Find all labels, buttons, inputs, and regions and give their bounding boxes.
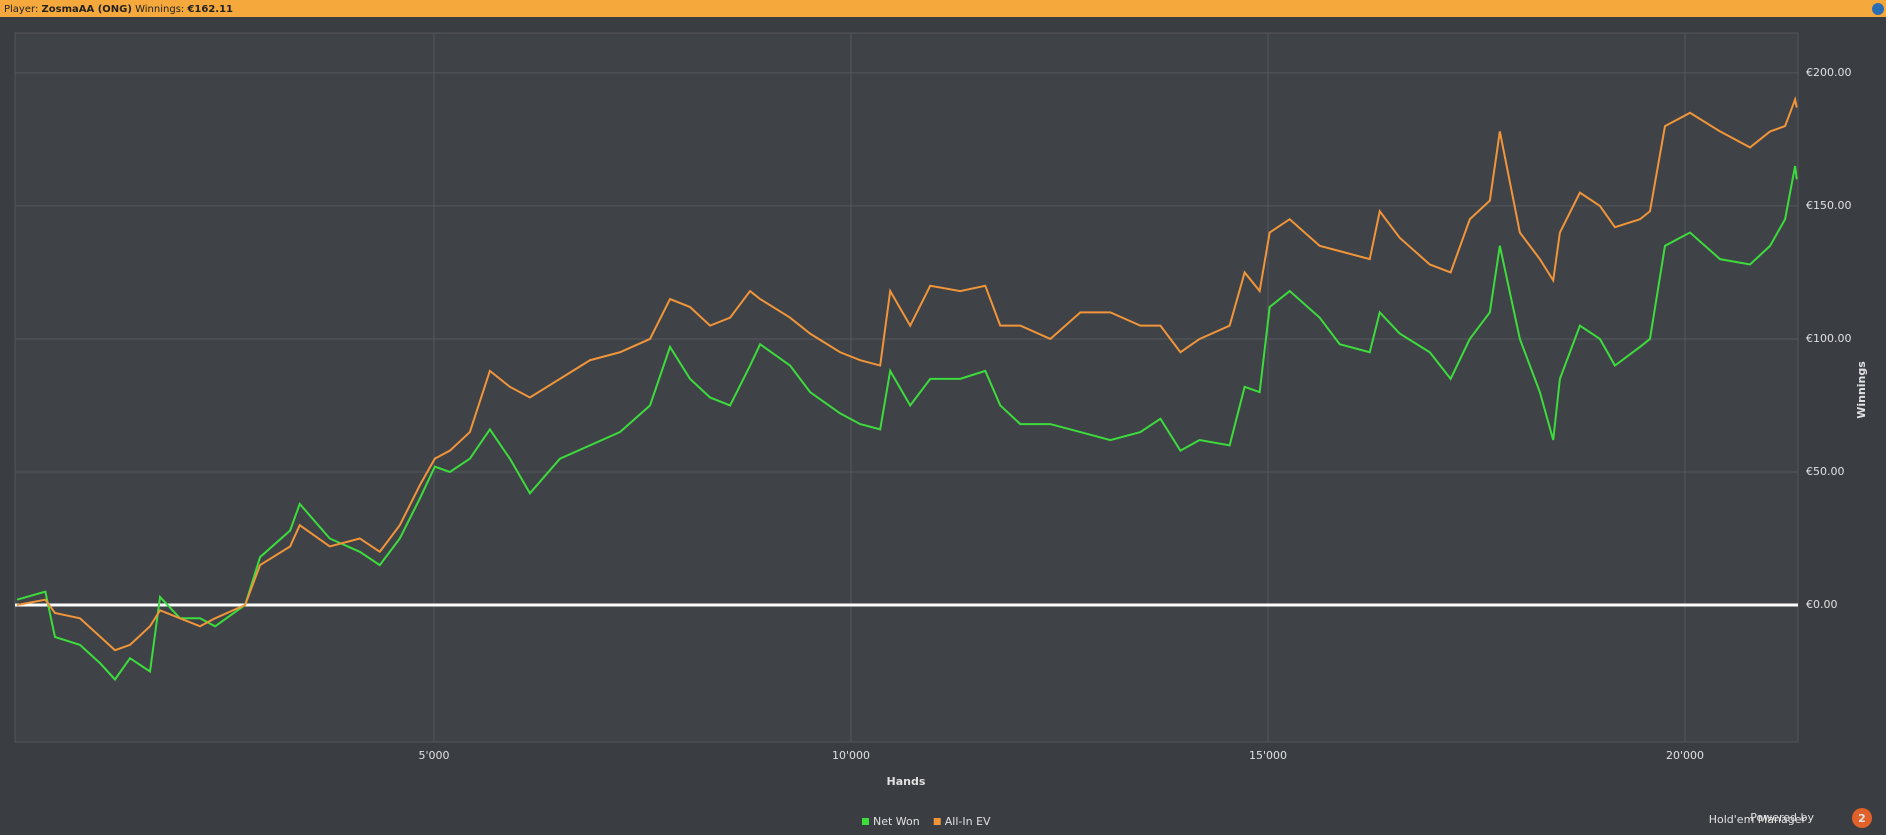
logo-badge: 2 <box>1858 812 1866 825</box>
y-tick-label: €0.00 <box>1806 598 1838 611</box>
header-bar <box>0 0 1886 17</box>
powered-by: Powered by <box>1750 811 1814 824</box>
player: ZosmaAA (ONG) <box>42 4 132 15</box>
x-tick-label: 15'000 <box>1249 749 1287 762</box>
x-tick-label: 20'000 <box>1666 749 1704 762</box>
logo <box>1852 808 1872 828</box>
header: Player: ZosmaAA (ONG) Winnings: €162.11 <box>4 4 233 15</box>
legend-label: All-In EV <box>945 815 991 828</box>
player-label: Player: <box>4 4 38 15</box>
y-tick-label: €150.00 <box>1806 199 1852 212</box>
plot-area <box>14 32 1799 743</box>
legend-swatch <box>862 818 869 825</box>
series-line <box>16 165 1798 682</box>
x-axis-title: Hands <box>887 775 926 788</box>
y-axis-title: Winnings <box>1855 361 1868 419</box>
series-line <box>16 95 1798 652</box>
y-tick-label: €100.00 <box>1806 332 1852 345</box>
y-tick-label: €200.00 <box>1806 66 1852 79</box>
legend-label: Net Won <box>873 815 920 828</box>
winnings-label: Winnings: <box>135 4 184 15</box>
winnings: €162.11 <box>186 4 233 15</box>
y-tick-label: €50.00 <box>1806 465 1845 478</box>
header-icon[interactable] <box>1872 3 1884 15</box>
x-tick-label: 10'000 <box>832 749 870 762</box>
product-name: Hold'em Manager <box>1709 813 1807 826</box>
legend-swatch <box>933 818 941 825</box>
x-tick-label: 5'000 <box>418 749 449 762</box>
